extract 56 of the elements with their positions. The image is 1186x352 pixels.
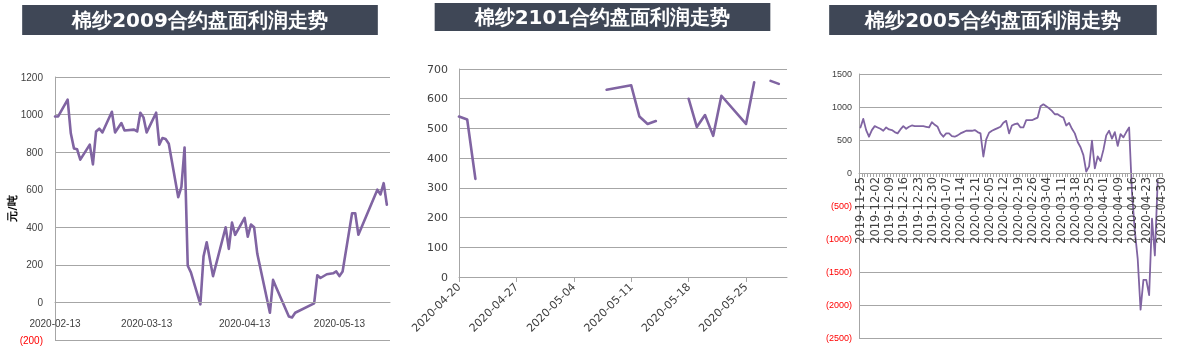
x-tick-label: 2019-12-16 xyxy=(896,177,911,244)
x-tick-label: 2019-12-23 xyxy=(910,177,925,244)
x-tick-label: 2020-03-11 xyxy=(1053,177,1068,244)
y-tick-label: 0 xyxy=(37,296,44,308)
x-tick-label: 2020-04-13 xyxy=(219,317,271,329)
x-tick-label: 2020-03-13 xyxy=(121,317,173,329)
x-tick-label: 2020-03-25 xyxy=(1082,177,1097,244)
chart-title: 棉纱2005合约盘面利润走势 xyxy=(864,8,1121,32)
x-tick-label: 2020-03-18 xyxy=(1067,177,1082,244)
y-tick-label: 0 xyxy=(846,168,852,178)
y-tick-label: (1000) xyxy=(825,234,852,244)
x-tick-label: 2020-01-07 xyxy=(939,177,954,244)
x-tick-label: 2019-12-09 xyxy=(882,177,897,244)
x-tick-label: 2020-04-30 xyxy=(1153,177,1168,244)
y-tick-label: 600 xyxy=(26,184,44,196)
y-tick-label: 500 xyxy=(427,121,448,135)
x-tick-label: 2020-01-21 xyxy=(967,177,982,244)
x-tick-label: 2020-04-16 xyxy=(1124,177,1139,244)
y-tick-label: 800 xyxy=(26,146,44,158)
y-tick-label: (200) xyxy=(19,334,43,346)
line-series xyxy=(53,98,389,319)
y-tick-label: (2500) xyxy=(825,333,852,343)
x-tick-label: 2020-03-04 xyxy=(1039,177,1054,244)
y-tick-label: 400 xyxy=(26,221,44,233)
y-tick-label: (1500) xyxy=(825,267,852,277)
chart-title: 棉纱2101合约盘面利润走势 xyxy=(473,5,731,29)
y-tick-label: 1200 xyxy=(20,71,44,83)
x-tick-label: 2020-04-01 xyxy=(1096,177,1111,244)
x-tick-label: 2020-05-13 xyxy=(313,317,366,329)
y-tick-label: 0 xyxy=(441,270,448,284)
x-tick-label: 2020-02-19 xyxy=(1010,177,1025,244)
y-tick-label: 1500 xyxy=(831,69,852,79)
x-tick-label: 2019-12-30 xyxy=(924,177,939,244)
y-tick-label: 700 xyxy=(427,62,448,76)
x-tick-label: 2020-02-12 xyxy=(996,177,1011,244)
y-tick-label: 200 xyxy=(427,211,448,225)
chart-title: 棉纱2009合约盘面利润走势 xyxy=(71,8,328,32)
x-tick-label: 2020-04-09 xyxy=(1110,177,1125,244)
x-tick-label: 2020-04-23 xyxy=(1139,177,1154,244)
y-tick-label: 1000 xyxy=(20,109,44,121)
y-axis-title: 元/吨 xyxy=(6,195,19,223)
x-tick-label: 2020-01-14 xyxy=(953,177,968,244)
y-tick-label: 500 xyxy=(836,135,852,145)
x-tick-label: 2019-12-02 xyxy=(867,177,882,244)
y-tick-label: (2000) xyxy=(825,300,852,310)
y-tick-label: 300 xyxy=(427,181,448,195)
y-tick-label: (500) xyxy=(830,201,852,211)
x-tick-label: 2020-02-05 xyxy=(982,177,997,244)
x-tick-label: 2020-02-26 xyxy=(1024,177,1039,244)
x-tick-label: 2020-02-13 xyxy=(29,317,82,329)
y-tick-label: 1000 xyxy=(831,102,852,112)
y-tick-label: 100 xyxy=(427,240,448,254)
x-tick-label: 2019-11-25 xyxy=(853,177,868,244)
y-tick-label: 200 xyxy=(26,259,44,271)
y-tick-label: 400 xyxy=(427,151,448,165)
y-tick-label: 600 xyxy=(427,92,448,106)
